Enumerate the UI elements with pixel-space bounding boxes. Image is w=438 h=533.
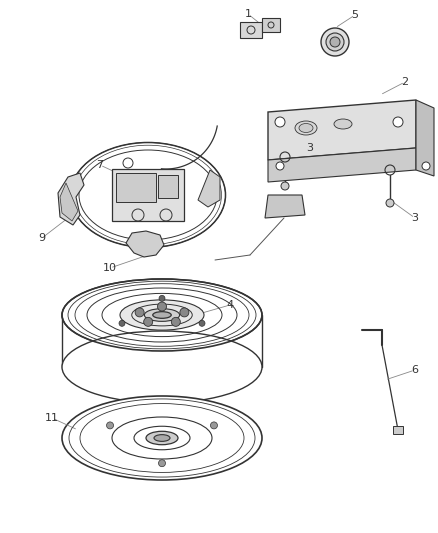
- Bar: [393, 426, 403, 434]
- Text: 11: 11: [45, 413, 59, 423]
- Ellipse shape: [62, 279, 262, 351]
- Ellipse shape: [299, 124, 313, 133]
- Circle shape: [393, 117, 403, 127]
- Text: 5: 5: [352, 10, 358, 20]
- Circle shape: [158, 302, 166, 311]
- Circle shape: [321, 28, 349, 56]
- Polygon shape: [126, 231, 164, 257]
- Circle shape: [386, 199, 394, 207]
- Polygon shape: [60, 183, 78, 221]
- Text: 1: 1: [244, 9, 251, 19]
- Circle shape: [159, 459, 166, 467]
- Circle shape: [144, 317, 153, 326]
- Circle shape: [119, 320, 125, 326]
- Circle shape: [281, 182, 289, 190]
- Circle shape: [276, 162, 284, 170]
- Text: 7: 7: [96, 160, 103, 170]
- Polygon shape: [268, 148, 416, 182]
- Ellipse shape: [145, 309, 180, 321]
- Polygon shape: [265, 195, 305, 218]
- Bar: [116, 173, 155, 201]
- Polygon shape: [58, 173, 84, 225]
- Circle shape: [135, 308, 144, 317]
- Ellipse shape: [62, 331, 262, 403]
- Polygon shape: [198, 170, 220, 207]
- Text: 3: 3: [411, 213, 418, 223]
- Circle shape: [171, 317, 180, 326]
- Text: 10: 10: [103, 263, 117, 273]
- Circle shape: [211, 422, 217, 429]
- Circle shape: [422, 162, 430, 170]
- Bar: [240, 22, 262, 38]
- Circle shape: [106, 422, 113, 429]
- Ellipse shape: [62, 396, 262, 480]
- Polygon shape: [416, 100, 434, 176]
- Polygon shape: [268, 100, 416, 160]
- Circle shape: [159, 295, 165, 301]
- Ellipse shape: [295, 121, 317, 135]
- Bar: [112, 169, 184, 221]
- Ellipse shape: [154, 434, 170, 441]
- Circle shape: [330, 37, 340, 47]
- Circle shape: [199, 320, 205, 326]
- Text: 2: 2: [402, 77, 409, 87]
- Text: 3: 3: [307, 143, 314, 153]
- Text: 6: 6: [411, 365, 418, 375]
- Ellipse shape: [153, 312, 171, 318]
- Text: 4: 4: [226, 300, 233, 310]
- Bar: [262, 18, 280, 32]
- Ellipse shape: [146, 431, 178, 445]
- Circle shape: [275, 117, 285, 127]
- Ellipse shape: [71, 142, 226, 247]
- Ellipse shape: [120, 300, 204, 330]
- Text: 9: 9: [39, 233, 46, 243]
- Ellipse shape: [334, 119, 352, 129]
- Circle shape: [180, 308, 189, 317]
- Circle shape: [326, 33, 344, 51]
- Bar: [158, 175, 178, 198]
